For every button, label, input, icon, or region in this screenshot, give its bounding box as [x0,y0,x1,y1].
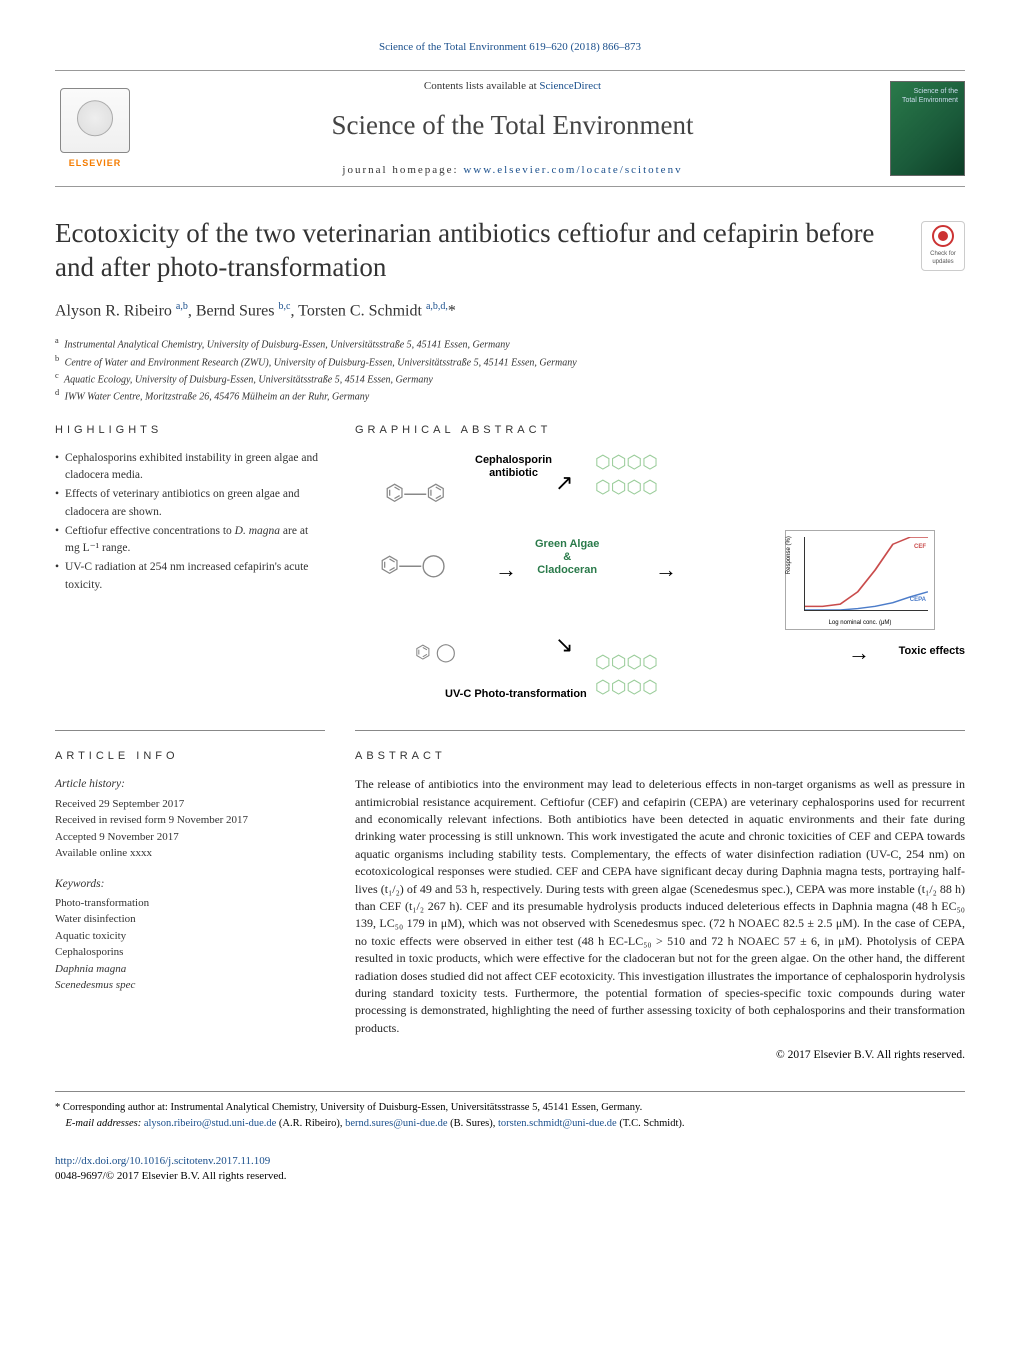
email-link[interactable]: bernd.sures@uni-due.de [345,1118,447,1129]
issn-line: 0048-9697/© 2017 Elsevier B.V. All right… [55,1170,287,1182]
highlights-label: HIGHLIGHTS [55,423,325,438]
ga-ceph-label: Cephalosporin antibiotic [475,454,552,480]
molecule-icon: ⌬—◯ [380,550,446,581]
email-name: (A.R. Ribeiro), [276,1118,345,1129]
abstract-label: ABSTRACT [355,749,965,764]
article-info-label: ARTICLE INFO [55,749,325,764]
arrow-icon: → [495,555,517,586]
ga-toxic-label: Toxic effects [899,645,965,658]
ga-algae-label: Green Algae & Cladoceran [535,538,599,578]
publisher-logo: ELSEVIER [55,84,135,174]
ga-uvc-label: UV-C Photo-transformation [445,688,587,701]
check-label: Check for updates [930,250,956,267]
ga-chart-ylabel: Response (%) [785,536,793,574]
journal-cover-thumb: Science of the Total Environment [890,81,965,176]
arrow-icon: → [848,638,870,669]
cells-icon: ⬡⬡⬡⬡⬡⬡⬡⬡ [595,450,658,500]
highlights-ga-row: HIGHLIGHTS Cephalosporins exhibited inst… [55,423,965,710]
cells-icon: ⬡⬡⬡⬡⬡⬡⬡⬡ [595,650,658,700]
keyword-item: Aquatic toxicity [55,928,325,945]
keyword-item: Scenedesmus spec [55,977,325,994]
email-link[interactable]: alyson.ribeiro@stud.uni-due.de [144,1118,276,1129]
affiliation-line: c Aquatic Ecology, University of Duisbur… [55,370,965,387]
molecule-icon: ⌬—⌬ [385,478,445,509]
footer-divider [55,1091,965,1092]
keyword-item: Water disinfection [55,911,325,928]
crossmark-icon [932,225,954,247]
corresponding-block: * Corresponding author at: Instrumental … [55,1100,965,1132]
elsevier-tree-icon [60,88,130,153]
corresponding-marker: * [55,1102,60,1113]
molecule-icon: ⌬ ◯ [415,640,456,665]
arrow-icon: → [655,555,677,586]
email-name: (B. Sures), [448,1118,498,1129]
homepage-line: journal homepage: www.elsevier.com/locat… [153,163,872,178]
highlight-item: Effects of veterinary antibiotics on gre… [55,486,325,521]
doi-link[interactable]: http://dx.doi.org/10.1016/j.scitotenv.20… [55,1155,270,1167]
email-name: (T.C. Schmidt). [617,1118,685,1129]
corresponding-text: Corresponding author at: Instrumental An… [63,1102,642,1113]
history-line: Accepted 9 November 2017 [55,829,325,846]
affiliation-line: d IWW Water Centre, Moritzstraße 26, 454… [55,387,965,404]
ga-label: GRAPHICAL ABSTRACT [355,423,965,438]
ga-mini-chart: CEF CEPA Response (%) Log nominal conc. … [785,530,935,630]
authors-line: Alyson R. Ribeiro a,b, Bernd Sures b,c, … [55,300,965,323]
journal-name: Science of the Total Environment [153,107,872,145]
history-line: Available online xxxx [55,845,325,862]
highlight-item: Cephalosporins exhibited instability in … [55,450,325,485]
sciencedirect-link[interactable]: ScienceDirect [539,80,601,92]
affiliations-block: a Instrumental Analytical Chemistry, Uni… [55,335,965,404]
info-abstract-row: ARTICLE INFO Article history: Received 2… [55,749,965,1063]
history-line: Received 29 September 2017 [55,796,325,813]
homepage-link[interactable]: www.elsevier.com/locate/scitotenv [463,164,682,176]
journal-header: ELSEVIER Contents lists available at Sci… [55,70,965,187]
ga-chart-xlabel: Log nominal conc. (μM) [829,619,892,627]
keyword-item: Photo-transformation [55,895,325,912]
keyword-item: Daphnia magna [55,961,325,978]
title-row: Ecotoxicity of the two veterinarian anti… [55,217,965,285]
article-history: Article history: Received 29 September 2… [55,776,325,861]
email-prefix: E-mail addresses: [55,1118,144,1129]
legend-cepa: CEPA [910,596,926,604]
affiliation-line: b Centre of Water and Environment Resear… [55,353,965,370]
abstract-text: The release of antibiotics into the envi… [355,776,965,1037]
citation-header: Science of the Total Environment 619–620… [55,40,965,55]
highlight-item: Ceftiofur effective concentrations to D.… [55,523,325,558]
header-center: Contents lists available at ScienceDirec… [153,79,872,178]
highlight-item: UV-C radiation at 254 nm increased cefap… [55,559,325,594]
history-heading: Article history: [55,776,325,793]
copyright-line: © 2017 Elsevier B.V. All rights reserved… [355,1047,965,1063]
doi-block: http://dx.doi.org/10.1016/j.scitotenv.20… [55,1154,965,1185]
keyword-item: Cephalosporins [55,944,325,961]
divider [355,730,965,731]
graphical-abstract: Cephalosporin antibiotic ⌬—⌬ ↗ ⬡⬡⬡⬡⬡⬡⬡⬡ … [355,450,965,710]
homepage-prefix: journal homepage: [342,164,463,176]
keywords-heading: Keywords: [55,876,325,893]
email-link[interactable]: torsten.schmidt@uni-due.de [498,1118,617,1129]
publisher-name: ELSEVIER [69,157,122,170]
affiliation-line: a Instrumental Analytical Chemistry, Uni… [55,335,965,352]
cover-text: Science of the Total Environment [902,88,958,105]
article-title: Ecotoxicity of the two veterinarian anti… [55,217,903,285]
history-line: Received in revised form 9 November 2017 [55,812,325,829]
arrow-icon: ↗ [555,468,573,499]
keywords-block: Keywords: Photo-transformationWater disi… [55,876,325,994]
arrow-icon: ↘ [555,630,573,661]
contents-prefix: Contents lists available at [424,80,539,92]
contents-line: Contents lists available at ScienceDirec… [153,79,872,94]
divider [55,730,325,731]
rule-row [55,710,965,749]
highlights-list: Cephalosporins exhibited instability in … [55,450,325,594]
legend-cef: CEF [914,543,926,551]
check-updates-badge[interactable]: Check for updates [921,221,965,271]
